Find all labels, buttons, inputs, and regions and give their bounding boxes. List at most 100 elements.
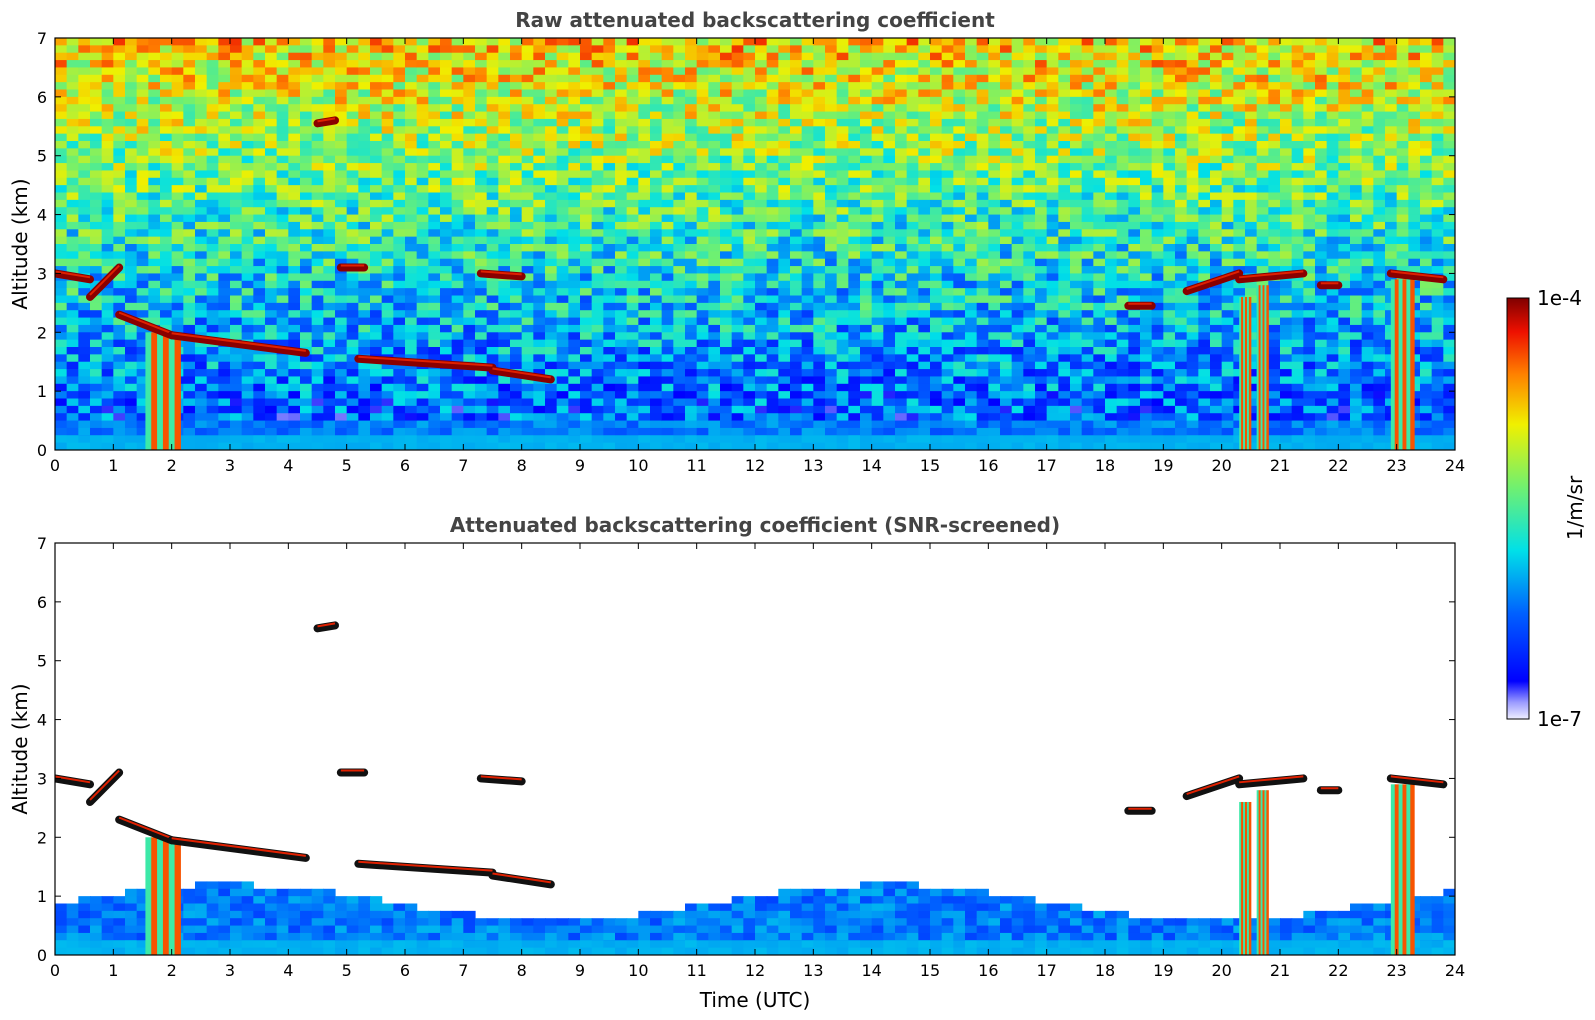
heatmap-cell <box>1035 405 1048 414</box>
heatmap-cell <box>323 60 336 69</box>
heatmap-cell <box>953 60 966 69</box>
heatmap-cell <box>276 148 289 157</box>
heatmap-cell <box>1081 361 1094 370</box>
heatmap-cell <box>393 369 406 378</box>
heatmap-cell <box>661 354 674 363</box>
heatmap-cell <box>288 199 301 208</box>
heatmap-cell <box>416 38 429 46</box>
heatmap-cell <box>1046 155 1059 164</box>
heatmap-cell <box>346 361 359 370</box>
heatmap-cell <box>895 45 908 54</box>
heatmap-cell <box>486 376 499 385</box>
heatmap-cell <box>101 207 114 216</box>
heatmap-cell <box>720 251 733 260</box>
heatmap-cell <box>825 214 838 223</box>
heatmap-cell <box>1081 236 1094 245</box>
heatmap-cell <box>113 288 126 297</box>
heatmap-cell <box>1058 74 1071 83</box>
heatmap-cell <box>253 155 266 164</box>
heatmap-cell <box>416 221 429 230</box>
heatmap-cell <box>906 67 919 76</box>
heatmap-cell <box>486 244 499 252</box>
heatmap-cell <box>685 376 698 385</box>
heatmap-cell <box>871 60 884 69</box>
heatmap-cell <box>755 258 768 267</box>
heatmap-cell <box>451 236 464 245</box>
heatmap-cell <box>510 199 523 208</box>
heatmap-cell <box>953 258 966 267</box>
heatmap-cell <box>335 133 348 142</box>
heatmap-cell <box>918 170 931 179</box>
heatmap-cell <box>148 302 161 311</box>
heatmap-cell <box>731 221 744 230</box>
heatmap-cell <box>463 258 476 267</box>
heatmap-cell <box>381 258 394 267</box>
heatmap-cell <box>731 118 744 127</box>
heatmap-cell <box>731 391 744 400</box>
heatmap-cell <box>953 118 966 127</box>
heatmap-cell <box>766 266 779 275</box>
heatmap-cell <box>265 280 278 289</box>
heatmap-cell <box>1011 111 1024 120</box>
heatmap-cell <box>381 207 394 216</box>
heatmap-cell <box>1058 236 1071 245</box>
heatmap-cell <box>685 185 698 194</box>
heatmap-cell <box>825 170 838 179</box>
heatmap-cell <box>78 347 91 355</box>
heatmap-cell <box>78 170 91 179</box>
heatmap-cell <box>230 38 243 46</box>
heatmap-cell <box>836 405 849 414</box>
heatmap-cell <box>183 369 196 378</box>
heatmap-cell <box>825 324 838 333</box>
heatmap-cell <box>55 155 68 164</box>
heatmap-cell <box>976 45 989 54</box>
heatmap-cell <box>183 52 196 61</box>
heatmap-cell <box>708 104 721 113</box>
heatmap-cell <box>871 236 884 245</box>
heatmap-cell <box>335 236 348 245</box>
heatmap-cell <box>836 398 849 407</box>
heatmap-cell <box>486 347 499 355</box>
heatmap-cell <box>241 383 254 392</box>
heatmap-cell <box>685 177 698 186</box>
heatmap-cell <box>183 163 196 172</box>
heatmap-cell <box>1000 52 1013 61</box>
heatmap-cell <box>930 413 943 422</box>
heatmap-cell <box>766 118 779 127</box>
heatmap-cell <box>90 302 103 311</box>
heatmap-cell <box>743 354 756 363</box>
heatmap-cell <box>428 89 441 98</box>
heatmap-cell <box>1035 332 1048 341</box>
heatmap-cell <box>1081 185 1094 194</box>
heatmap-cell <box>1046 207 1059 216</box>
heatmap-cell <box>381 332 394 341</box>
heatmap-cell <box>475 310 488 319</box>
heatmap-cell <box>55 251 68 260</box>
heatmap-cell <box>918 133 931 142</box>
heatmap-cell <box>556 104 569 113</box>
heatmap-cell <box>136 170 149 179</box>
heatmap-cell <box>766 155 779 164</box>
heatmap-cell <box>428 82 441 91</box>
heatmap-cell <box>370 361 383 370</box>
heatmap-cell <box>1081 118 1094 127</box>
heatmap-cell <box>358 118 371 127</box>
heatmap-cell <box>533 427 546 436</box>
heatmap-cell <box>930 52 943 61</box>
heatmap-cell <box>661 141 674 149</box>
heatmap-cell <box>580 170 593 179</box>
heatmap-cell <box>335 310 348 319</box>
heatmap-cell <box>78 229 91 238</box>
heatmap-cell <box>638 398 651 407</box>
heatmap-cell <box>195 60 208 69</box>
heatmap-cell <box>370 141 383 149</box>
heatmap-cell <box>428 214 441 223</box>
heatmap-cell <box>1070 354 1083 363</box>
heatmap-cell <box>521 391 534 400</box>
heatmap-cell <box>195 244 208 252</box>
heatmap-cell <box>148 258 161 267</box>
heatmap-cell <box>253 118 266 127</box>
heatmap-cell <box>113 82 126 91</box>
heatmap-cell <box>55 383 68 392</box>
heatmap-cell <box>883 376 896 385</box>
